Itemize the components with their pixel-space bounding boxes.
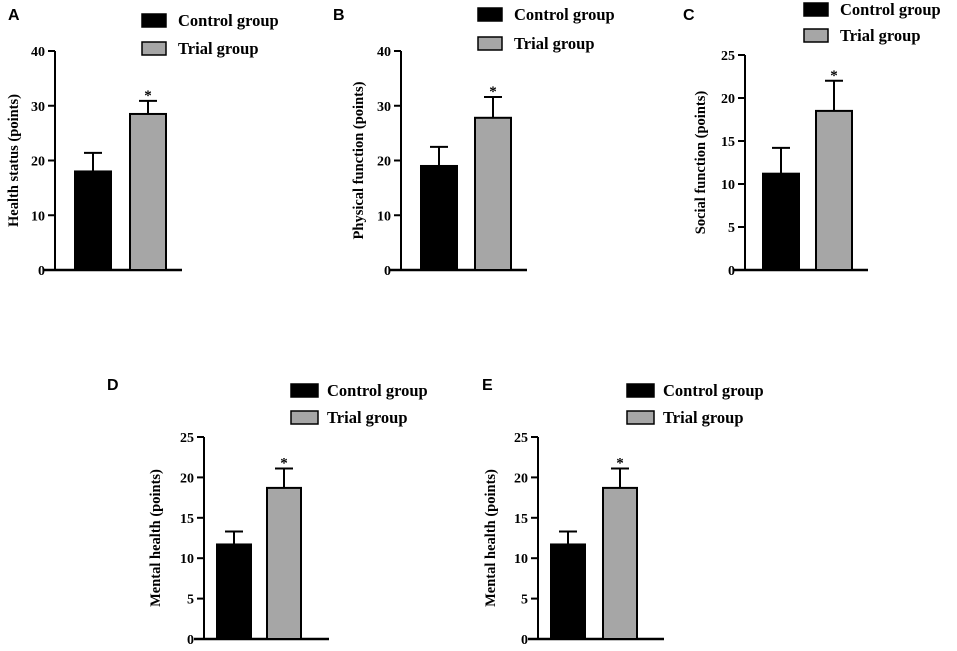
legend: Control group Trial group <box>626 381 764 427</box>
y-tick-label: 0 <box>521 633 528 648</box>
y-axis-title: Health status (points) <box>6 94 22 227</box>
chart-panel-a: A 0 10 20 30 40 Health status (points) * Control… <box>6 7 279 279</box>
legend-swatch-control <box>626 383 655 398</box>
y-tick-label: 10 <box>377 209 391 224</box>
panel-letter: E <box>482 377 493 394</box>
y-axis-title: Mental health (points) <box>148 469 164 607</box>
legend-swatch-trial <box>477 36 503 51</box>
legend-label-control: Control group <box>663 381 764 400</box>
y-tick-label: 20 <box>31 155 45 170</box>
y-tick-label: 25 <box>180 431 194 446</box>
y-axis-title: Mental health (points) <box>483 469 499 607</box>
bar-trial <box>129 112 167 272</box>
y-tick-label: 20 <box>514 471 528 486</box>
y-tick-label: 0 <box>728 264 735 279</box>
significance-marker: * <box>616 456 624 472</box>
y-tick-label: 40 <box>377 45 391 60</box>
bar-control <box>216 543 252 640</box>
legend: Control group Trial group <box>141 11 279 58</box>
y-tick-label: 5 <box>187 593 194 608</box>
y-tick-label: 25 <box>514 431 528 446</box>
legend-swatch-trial <box>141 41 167 56</box>
chart-panel-c: C 0 5 10 15 20 25 Social function (points) * Cont… <box>683 0 941 279</box>
y-tick-label: 15 <box>180 512 194 527</box>
y-tick-label: 20 <box>180 471 194 486</box>
y-tick-label: 30 <box>377 100 391 115</box>
y-tick-label: 10 <box>180 552 194 567</box>
chart-panel-b: B 0 10 20 30 40 Physical function (points) * Con… <box>333 5 615 279</box>
legend-swatch-trial <box>626 410 655 425</box>
legend: Control group Trial group <box>803 0 941 45</box>
legend-label-control: Control group <box>514 5 615 24</box>
legend-swatch-trial <box>803 28 829 43</box>
legend-swatch-control <box>290 383 319 398</box>
bar-control <box>74 170 112 271</box>
panel-letter: B <box>333 7 345 24</box>
panel-letter: A <box>8 7 20 24</box>
legend: Control group Trial group <box>477 5 615 53</box>
significance-marker: * <box>144 88 152 104</box>
bar-control <box>762 172 800 271</box>
y-tick-label: 20 <box>377 155 391 170</box>
legend-label-control: Control group <box>327 381 428 400</box>
y-tick-label: 25 <box>721 49 735 64</box>
panel-letter: D <box>107 377 119 394</box>
chart-panel-e: E 0 5 10 15 20 25 Mental health (points) * Contro… <box>482 377 764 648</box>
bar-trial <box>474 116 512 271</box>
y-tick-label: 0 <box>384 264 391 279</box>
bar-control <box>550 543 586 640</box>
y-tick-label: 30 <box>31 100 45 115</box>
y-tick-label: 0 <box>187 633 194 648</box>
legend-label-trial: Trial group <box>327 408 408 427</box>
y-tick-label: 15 <box>721 135 735 150</box>
y-tick-label: 10 <box>721 178 735 193</box>
y-axis-title: Physical function (points) <box>351 81 367 239</box>
y-tick-label: 0 <box>38 264 45 279</box>
y-axis-title: Social function (points) <box>693 91 709 235</box>
significance-marker: * <box>280 456 288 472</box>
legend-label-trial: Trial group <box>663 408 744 427</box>
legend-label-trial: Trial group <box>178 39 259 58</box>
y-tick-label: 5 <box>521 593 528 608</box>
legend-label-control: Control group <box>178 11 279 30</box>
chart-panel-d: D 0 5 10 15 20 25 Mental health (points) * Contro… <box>107 377 428 648</box>
bar-control <box>420 164 458 272</box>
significance-marker: * <box>830 68 838 84</box>
legend: Control group Trial group <box>290 381 428 427</box>
significance-marker: * <box>489 84 497 100</box>
bar-trial <box>602 486 638 640</box>
y-tick-label: 10 <box>31 209 45 224</box>
legend-swatch-control <box>477 7 503 22</box>
y-tick-label: 40 <box>31 45 45 60</box>
bar-trial <box>815 109 853 272</box>
legend-label-trial: Trial group <box>840 26 921 45</box>
y-tick-label: 10 <box>514 552 528 567</box>
bar-trial <box>266 486 302 640</box>
legend-swatch-control <box>141 13 167 28</box>
legend-label-trial: Trial group <box>514 34 595 53</box>
legend-swatch-control <box>803 2 829 17</box>
legend-swatch-trial <box>290 410 319 425</box>
y-tick-label: 20 <box>721 92 735 107</box>
y-tick-label: 5 <box>728 221 735 236</box>
y-tick-label: 15 <box>514 512 528 527</box>
legend-label-control: Control group <box>840 0 941 19</box>
panel-letter: C <box>683 7 695 24</box>
